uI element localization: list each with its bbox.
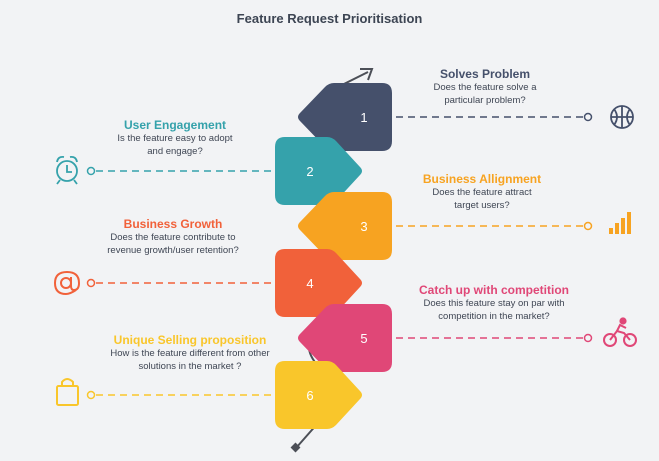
step-text-1: Solves Problem Does the feature solve a … [410, 67, 560, 107]
step-description-line: solutions in the market ? [138, 361, 242, 372]
step-number-2: 2 [306, 164, 314, 179]
step-description-line: Does the feature contribute to [110, 232, 236, 243]
step-text-5: Catch up with competition Does this feat… [404, 283, 584, 323]
step-block-5 [298, 304, 392, 372]
step-description-line: particular problem? [444, 95, 526, 106]
connector-5 [396, 333, 593, 343]
connector-2 [86, 166, 278, 176]
step-description-line: Does this feature stay on par with [423, 298, 565, 309]
step-block-6 [275, 361, 362, 429]
step-description-line: revenue growth/user retention? [107, 245, 239, 256]
step-number-4: 4 [306, 276, 314, 291]
step-heading: Solves Problem [439, 67, 531, 81]
step-block-1 [298, 83, 392, 151]
step-number-5: 5 [360, 331, 368, 346]
step-description-line: Is the feature easy to adopt [117, 133, 233, 144]
step-heading: Business Allignment [422, 172, 542, 186]
step-block-2 [275, 137, 362, 205]
step-number-1: 1 [360, 110, 368, 125]
connector-4 [86, 278, 278, 288]
step-description-line: and engage? [147, 146, 203, 157]
alarm-clock-icon [56, 155, 78, 185]
path-arrowhead [360, 68, 374, 81]
signal-bars-icon [609, 212, 631, 234]
cyclist-icon [603, 317, 637, 347]
step-number-3: 3 [360, 219, 368, 234]
step-description-line: How is the feature different from other [110, 348, 270, 359]
shopping-bag-icon [56, 378, 79, 406]
step-description-line: Does the feature attract [432, 187, 532, 198]
step-text-6: Unique Selling proposition How is the fe… [92, 333, 288, 373]
connector-6 [86, 390, 278, 400]
step-description-line: target users? [454, 200, 510, 211]
step-text-3: Business Allignment Does the feature att… [402, 172, 562, 212]
step-description-line: Does the feature solve a [433, 82, 537, 93]
step-heading: Catch up with competition [419, 283, 569, 297]
connector-3 [396, 221, 593, 231]
step-block-4 [275, 249, 362, 317]
step-heading: Business Growth [123, 217, 223, 231]
page-title: Feature Request Prioritisation [236, 11, 423, 26]
step-number-6: 6 [306, 388, 314, 403]
at-sign-icon [53, 270, 81, 296]
step-block-3 [298, 192, 392, 260]
step-text-4: Business Growth Does the feature contrib… [88, 217, 258, 257]
connector-1 [396, 112, 593, 122]
step-heading: Unique Selling proposition [113, 333, 267, 347]
step-description-line: competition in the market? [438, 311, 550, 322]
path-end-square [290, 442, 301, 453]
step-heading: User Engagement [123, 118, 227, 132]
step-text-2: User Engagement Is the feature easy to a… [100, 118, 250, 158]
basketball-icon [610, 105, 634, 129]
